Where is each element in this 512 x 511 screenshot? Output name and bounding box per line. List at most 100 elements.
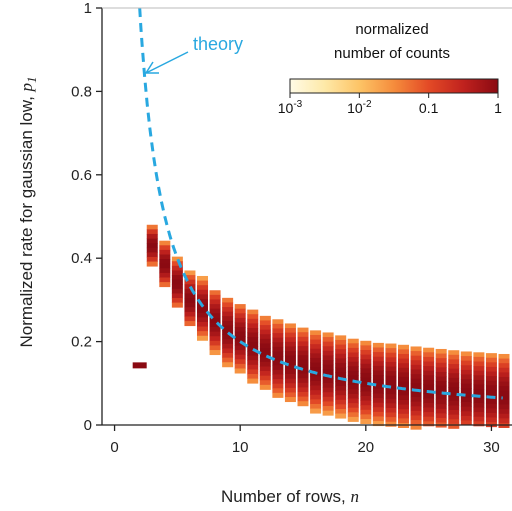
heatmap-cell xyxy=(146,233,158,239)
colorbar-title-line-1: normalized xyxy=(355,21,428,38)
heatmap-cell xyxy=(197,317,208,323)
heatmap-cell xyxy=(498,372,510,378)
x-tick-label: 30 xyxy=(483,439,500,456)
heatmap-cell xyxy=(247,355,259,361)
heatmap-cell xyxy=(310,394,322,400)
heatmap-cell xyxy=(335,372,347,378)
heatmap-cell xyxy=(259,315,271,321)
heatmap-cell xyxy=(372,388,384,394)
heatmap-cell xyxy=(385,398,397,404)
heatmap-column-n10 xyxy=(234,304,246,374)
heatmap-cell xyxy=(435,376,447,382)
heatmap-cell xyxy=(171,302,183,308)
heatmap-cell xyxy=(448,354,460,360)
heatmap-cell xyxy=(284,332,296,338)
heatmap-cell xyxy=(297,332,309,338)
heatmap-cell xyxy=(485,399,497,405)
heatmap-cell xyxy=(473,352,485,358)
heatmap-cell xyxy=(234,359,246,365)
heatmap-cell xyxy=(284,355,296,361)
heatmap-column-n7 xyxy=(197,275,208,341)
heatmap-cell xyxy=(259,352,271,358)
heatmap-cell xyxy=(197,308,208,314)
heatmap-cell xyxy=(209,331,221,337)
heatmap-cell xyxy=(485,380,497,386)
heatmap-cell xyxy=(473,389,485,395)
heatmap-cell xyxy=(435,394,447,400)
heatmap-cell xyxy=(197,331,208,337)
heatmap-cell xyxy=(498,418,510,424)
heatmap-cell xyxy=(297,359,309,365)
heatmap-cell xyxy=(498,381,510,387)
heatmap-cell xyxy=(297,341,309,347)
heatmap-cell xyxy=(284,346,296,352)
heatmap-cell xyxy=(209,345,221,351)
heatmap-cell xyxy=(335,335,347,341)
heatmap-cell xyxy=(159,249,171,255)
heatmap-cell xyxy=(498,399,510,405)
heatmap-cell xyxy=(473,407,485,413)
heatmap-cell xyxy=(222,311,234,317)
heatmap-cell xyxy=(146,261,158,267)
colorbar: normalized number of counts 10-3 10-2 0.1 1 xyxy=(278,21,502,116)
heatmap-column-n3 xyxy=(146,224,158,267)
heatmap-cell xyxy=(410,351,422,357)
heatmap-cell xyxy=(247,341,259,347)
heatmap-cell xyxy=(222,302,234,308)
y-tick-label: 0 xyxy=(84,417,92,434)
heatmap-cell xyxy=(473,370,485,376)
y-tick-label: 0.2 xyxy=(71,334,92,351)
heatmap-cell xyxy=(209,290,221,296)
heatmap-cell xyxy=(385,380,397,386)
heatmap-cell xyxy=(335,408,347,414)
heatmap-cell xyxy=(322,369,334,375)
heatmap-cell xyxy=(448,410,460,416)
theory-curve xyxy=(138,7,503,400)
heatmap-cell xyxy=(197,285,208,291)
heatmap-cell xyxy=(335,395,347,401)
heatmap-cell xyxy=(360,400,372,406)
heatmap-cell xyxy=(423,421,435,427)
heatmap-cell xyxy=(347,393,359,399)
heatmap-cell xyxy=(259,357,271,363)
heatmap-cell xyxy=(398,390,409,396)
heatmap-cell xyxy=(222,357,234,363)
heatmap-cell xyxy=(209,327,221,333)
heatmap-cell xyxy=(159,282,171,288)
heatmap-cell xyxy=(322,332,334,338)
heatmap-column-n18 xyxy=(335,335,347,419)
heatmap-cell xyxy=(184,321,196,327)
heatmap-cell xyxy=(335,390,347,396)
heatmap-cell xyxy=(322,378,334,384)
heatmap-cell xyxy=(448,373,460,379)
heatmap-cell xyxy=(159,272,171,278)
heatmap-cell xyxy=(347,347,359,353)
heatmap-cell xyxy=(234,350,246,356)
heatmap-cell xyxy=(310,334,322,340)
axis-ticks: 0 10 20 30 0 0.2 0.4 0.6 0.8 1 xyxy=(71,0,500,456)
colorbar-ticks: 10-3 10-2 0.1 1 xyxy=(278,93,502,116)
heatmap-cell xyxy=(272,323,284,329)
heatmap-cell xyxy=(485,417,497,423)
heatmap-cell xyxy=(435,348,447,354)
heatmap-cell xyxy=(360,368,372,374)
heatmap-cell xyxy=(485,366,497,372)
heatmap-cell xyxy=(146,252,158,258)
heatmap-cell xyxy=(460,406,472,412)
heatmap-cell xyxy=(272,360,284,366)
heatmap-cell xyxy=(372,375,384,381)
heatmap-cell xyxy=(385,352,397,358)
heatmap-cell xyxy=(460,360,472,366)
heatmap-cell xyxy=(448,387,460,393)
heatmap-cell xyxy=(360,386,372,392)
heatmap-cell xyxy=(184,288,196,294)
heatmap-column-n25 xyxy=(423,347,435,427)
heatmap-cell xyxy=(171,275,183,281)
heatmap-cell xyxy=(310,390,322,396)
heatmap-cell xyxy=(385,348,397,354)
heatmap-cell xyxy=(259,375,271,381)
heatmap-cell xyxy=(197,326,208,332)
y-tick-label: 0.8 xyxy=(71,83,92,100)
heatmap-cell xyxy=(259,380,271,386)
heatmap-cell xyxy=(423,407,435,413)
